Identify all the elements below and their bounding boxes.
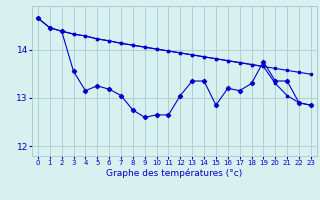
X-axis label: Graphe des températures (°c): Graphe des températures (°c) [106,169,243,178]
